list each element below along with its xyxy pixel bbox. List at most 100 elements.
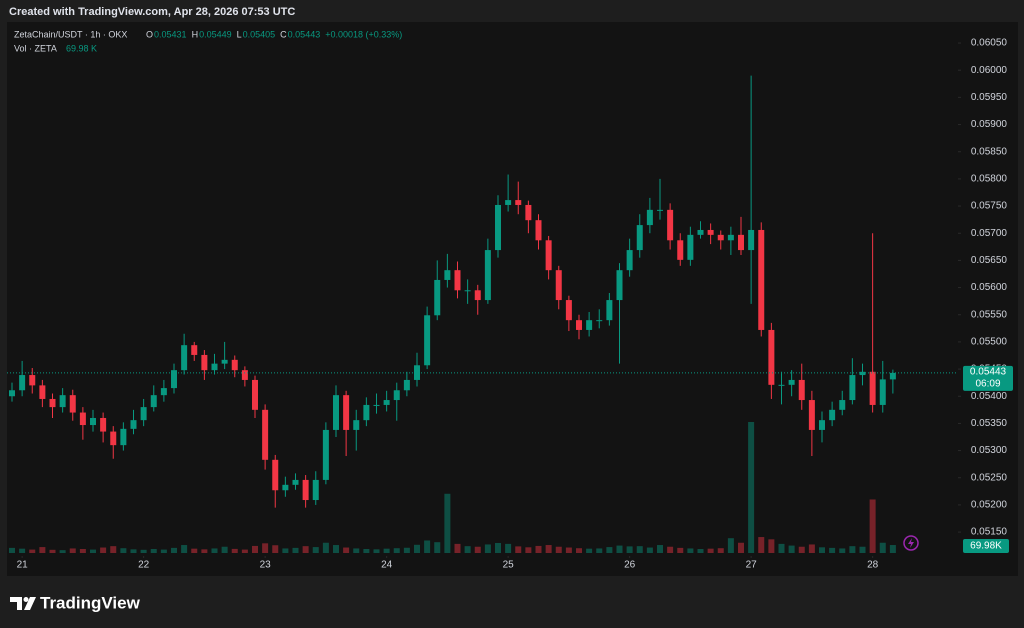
- y-tick-label: 0.05500: [971, 337, 1008, 348]
- volume-bar: [869, 499, 876, 553]
- candle-body: [241, 370, 248, 380]
- volume-bar: [110, 546, 117, 553]
- y-tick-label: 0.06000: [971, 65, 1008, 76]
- x-tick-label: 22: [138, 560, 150, 571]
- candle-body: [869, 371, 876, 405]
- volume-bar: [687, 548, 694, 553]
- volume-bar: [363, 549, 370, 553]
- candle-body: [292, 479, 299, 485]
- candle-body: [312, 479, 319, 501]
- y-tick-label: 0.05750: [971, 201, 1008, 212]
- candle-body: [474, 290, 481, 301]
- volume-bar: [576, 548, 582, 553]
- candle-body: [707, 229, 714, 235]
- volume-bar: [525, 547, 532, 553]
- candle-body: [90, 417, 96, 426]
- x-tick-label: 27: [746, 560, 758, 571]
- volume-bar: [191, 548, 198, 553]
- x-tick-label: 25: [503, 560, 515, 571]
- volume-bar: [69, 548, 76, 553]
- candle-body: [697, 229, 704, 235]
- candle-body: [626, 250, 633, 271]
- candle-body: [140, 407, 147, 421]
- candle-body: [79, 412, 86, 426]
- y-tick-label: 0.05700: [971, 228, 1008, 239]
- volume-bar: [707, 548, 714, 553]
- volume-bar: [424, 540, 431, 553]
- volume-bar: [889, 545, 896, 553]
- x-tick-label: 21: [17, 560, 29, 571]
- volume-bar: [333, 545, 339, 553]
- y-tick-label: 0.05350: [971, 418, 1008, 429]
- candle-body: [333, 395, 339, 430]
- candle-body: [798, 379, 805, 401]
- alert-icon[interactable]: [903, 535, 919, 551]
- volume-bar: [545, 545, 552, 553]
- volume-bar: [586, 548, 593, 553]
- candle-body: [444, 270, 451, 280]
- candle-body: [171, 370, 177, 389]
- brand-logo: [10, 597, 36, 610]
- candle-body: [505, 200, 512, 205]
- y-tick-label: 0.05950: [971, 92, 1008, 103]
- volume-bar: [788, 545, 795, 553]
- volume-bar: [606, 547, 613, 553]
- volume-bar: [738, 542, 744, 553]
- candle-body: [596, 320, 603, 322]
- volume-bar: [59, 550, 66, 553]
- x-tick-label: 23: [260, 560, 272, 571]
- candle-body: [768, 329, 775, 385]
- volume-bar: [383, 548, 390, 553]
- volume-bar: [221, 546, 228, 553]
- legend-volume-value: 69.98 K: [66, 43, 97, 53]
- legend-volume-name: Vol · ZETA: [14, 43, 57, 53]
- volume-bar: [130, 549, 137, 553]
- volume-bar: [302, 546, 309, 553]
- candle-body: [130, 420, 137, 429]
- volume-bar: [292, 547, 299, 553]
- candle-body: [788, 379, 795, 385]
- alert-bolt: [908, 538, 914, 548]
- candle-body: [586, 320, 593, 330]
- candle-body: [383, 400, 390, 405]
- y-tick-label: 0.05650: [971, 255, 1008, 266]
- volume-bar: [9, 547, 15, 553]
- legend-key: O: [146, 29, 153, 39]
- volume-bar: [79, 549, 86, 553]
- candle-body: [120, 428, 127, 446]
- candle-body: [829, 409, 836, 421]
- candle-body: [39, 385, 46, 399]
- candle-body: [181, 345, 188, 371]
- candle-body: [738, 234, 744, 251]
- candle-body: [576, 320, 582, 330]
- volume-bar: [90, 549, 96, 553]
- y-tick-label: 0.05800: [971, 174, 1008, 185]
- candle-body: [353, 420, 360, 430]
- volume-bar: [373, 549, 380, 553]
- volume-bar: [171, 547, 177, 553]
- y-tick-label: 0.05300: [971, 445, 1008, 456]
- volume-bar: [859, 546, 866, 553]
- legend-ohlc: O 0.05431 H 0.05449 L 0.05405 C 0.05443 +0.00018…: [146, 29, 402, 39]
- volume-bar: [515, 546, 522, 553]
- candle-body: [191, 345, 198, 355]
- candle-body: [363, 404, 370, 421]
- candle-body: [393, 390, 400, 401]
- volume-bar: [241, 549, 248, 553]
- volume-bar: [565, 547, 572, 553]
- candle-body: [677, 240, 684, 260]
- brand-name: TradingView: [40, 593, 141, 612]
- candle-body: [211, 363, 218, 371]
- candle-body: [545, 240, 552, 271]
- candle-body: [201, 354, 208, 371]
- volume-bar: [100, 547, 107, 553]
- candle-body: [879, 379, 886, 405]
- candle-body: [636, 225, 643, 251]
- candle-body: [484, 250, 491, 301]
- candle-body: [849, 375, 856, 401]
- logo-dot: [23, 597, 29, 602]
- volume-bar: [535, 545, 542, 553]
- volume-bar: [29, 549, 36, 553]
- volume-bar: [484, 544, 491, 553]
